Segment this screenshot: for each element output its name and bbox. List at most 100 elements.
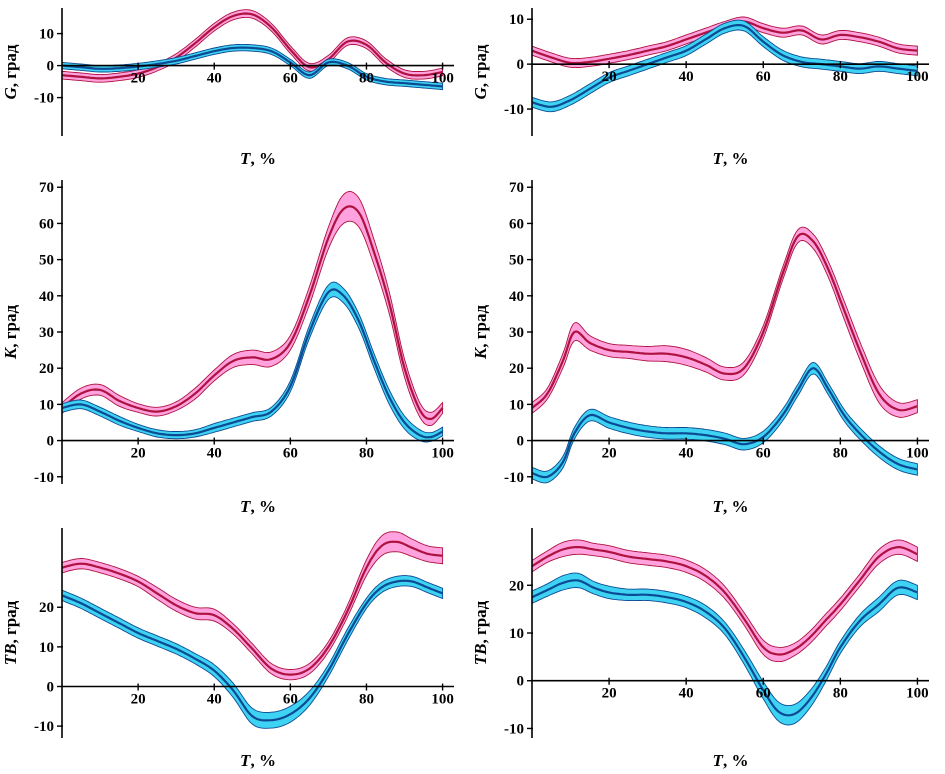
blue-mean-line <box>531 579 918 717</box>
red-confidence-band <box>61 531 444 681</box>
y-tick-label: 0 <box>47 679 55 695</box>
red-confidence-band <box>531 226 918 418</box>
chart-k-left-axes: -10 0 10 20 30 40 50 60 70 20 40 60 80 100 <box>34 180 454 486</box>
chart-cell-k-left: -10 0 10 20 30 40 50 60 70 20 40 60 80 100 K, град T, % <box>0 172 470 520</box>
chart-g-right-axes: -10 0 10 20 40 60 80 100 <box>504 8 929 136</box>
x-tick-label: 40 <box>207 691 222 707</box>
y-tick-label: 40 <box>509 289 524 305</box>
blue-mean-line <box>61 288 444 439</box>
red-confidence-band <box>531 539 918 663</box>
y-tick-label: 0 <box>47 434 55 450</box>
x-tick-label: 60 <box>283 446 298 462</box>
y-tick-label: 60 <box>509 216 524 232</box>
chart-k-right-series-group <box>531 226 918 484</box>
chart-g-left-axes: -10 0 10 20 40 60 80 100 <box>34 8 454 136</box>
y-axis-title: TB, град <box>471 600 490 665</box>
blue-confidence-band <box>531 572 918 726</box>
x-tick-label: 20 <box>602 686 617 702</box>
y-tick-label: 30 <box>509 325 524 341</box>
x-tick-label: 80 <box>833 69 848 85</box>
y-tick-label: 0 <box>517 674 525 690</box>
x-tick-label: 80 <box>833 446 848 462</box>
y-tick-label: 20 <box>39 361 54 377</box>
y-tick-label: 50 <box>39 253 54 269</box>
x-tick-label: 60 <box>756 686 771 702</box>
y-tick-label: 50 <box>509 253 524 269</box>
blue-mean-line <box>61 46 443 88</box>
chart-cell-g-right: -10 0 10 20 40 60 80 100 G, град T, % <box>470 0 945 172</box>
y-tick-label: 10 <box>509 397 524 413</box>
red-mean-line <box>61 12 443 80</box>
y-tick-label: 70 <box>509 180 524 196</box>
x-tick-label: 100 <box>431 691 454 707</box>
chart-cell-tb-left: -10 0 10 20 20 40 60 80 100 TB, град T, % <box>0 520 470 774</box>
blue-confidence-band <box>61 43 444 91</box>
x-axis-title: T, % <box>713 497 749 516</box>
chart-tb-right-series-group <box>531 539 918 726</box>
chart-k-right-axes: -10 0 10 20 30 40 50 60 70 20 40 60 80 100 <box>504 180 929 486</box>
x-tick-label: 60 <box>756 69 771 85</box>
x-tick-label: 40 <box>207 446 222 462</box>
x-tick-label: 80 <box>359 71 374 87</box>
chart-g-left-series-group <box>61 9 444 91</box>
y-tick-label: -10 <box>34 91 54 107</box>
red-mean-line <box>61 540 443 676</box>
y-tick-label: 0 <box>517 57 525 73</box>
chart-tb-left-series-group <box>61 531 444 729</box>
x-tick-label: 80 <box>359 691 374 707</box>
y-tick-label: 70 <box>39 180 54 196</box>
blue-confidence-band <box>61 575 444 729</box>
y-tick-label: -10 <box>504 721 524 737</box>
x-axis-title: T, % <box>713 149 749 168</box>
chart-cell-k-right: -10 0 10 20 30 40 50 60 70 20 40 60 80 100 K, град T, % <box>470 172 945 520</box>
y-tick-label: 0 <box>517 434 525 450</box>
y-tick-label: 60 <box>39 216 54 232</box>
x-axis-title: T, % <box>240 751 276 770</box>
x-tick-label: 100 <box>431 71 454 87</box>
x-axis-title: T, % <box>240 149 276 168</box>
red-mean-line <box>531 545 918 656</box>
x-tick-label: 100 <box>431 446 454 462</box>
y-tick-label: 10 <box>39 27 54 43</box>
y-axis-title: K, град <box>471 305 490 361</box>
y-tick-label: 20 <box>39 600 54 616</box>
chart-cell-g-left: -10 0 10 20 40 60 80 100 G, град T, % <box>0 0 470 172</box>
y-tick-label: -10 <box>34 470 54 486</box>
red-mean-line <box>531 232 918 412</box>
x-axis-title: T, % <box>713 751 749 770</box>
blue-mean-line <box>531 24 918 108</box>
x-tick-label: 80 <box>359 446 374 462</box>
chart-cell-tb-right: -10 0 10 20 20 40 60 80 100 TB, град T, % <box>470 520 945 774</box>
chart-k-left-series-group <box>61 191 444 443</box>
chart-k-left: -10 0 10 20 30 40 50 60 70 20 40 60 80 100 K, град T, % <box>1 180 454 516</box>
x-tick-label: 80 <box>833 686 848 702</box>
x-axis-title: T, % <box>240 497 276 516</box>
blue-mean-line <box>531 367 918 479</box>
blue-confidence-band <box>61 281 444 443</box>
chart-tb-left: -10 0 10 20 20 40 60 80 100 TB, град T, % <box>1 528 454 770</box>
y-tick-label: 10 <box>39 640 54 656</box>
chart-g-left: -10 0 10 20 40 60 80 100 G, град T, % <box>1 8 454 168</box>
x-tick-label: 40 <box>679 69 694 85</box>
y-tick-label: 0 <box>47 59 55 75</box>
y-tick-label: 20 <box>509 361 524 377</box>
x-tick-label: 100 <box>906 446 929 462</box>
y-tick-label: -10 <box>504 470 524 486</box>
y-tick-label: -10 <box>34 719 54 735</box>
x-tick-label: 20 <box>131 446 146 462</box>
y-axis-title: TB, град <box>1 600 20 665</box>
x-tick-label: 100 <box>906 686 929 702</box>
x-tick-label: 60 <box>756 446 771 462</box>
y-axis-title: K, град <box>1 305 20 361</box>
x-tick-label: 20 <box>131 691 146 707</box>
y-tick-label: 40 <box>39 289 54 305</box>
y-axis-title: G, град <box>1 44 20 99</box>
y-tick-label: -10 <box>504 102 524 118</box>
x-tick-label: 60 <box>283 71 298 87</box>
red-mean-line <box>61 205 444 420</box>
x-tick-label: 40 <box>207 71 222 87</box>
y-tick-label: 30 <box>39 325 54 341</box>
y-tick-label: 10 <box>509 12 524 28</box>
x-tick-label: 60 <box>283 691 298 707</box>
